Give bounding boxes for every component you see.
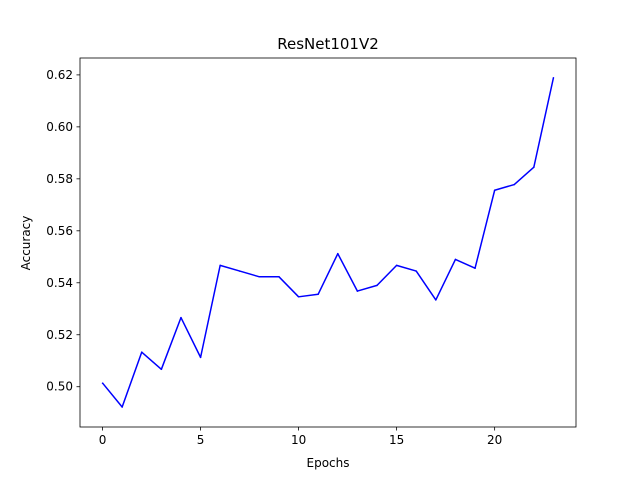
x-axis-label: Epochs <box>307 456 350 470</box>
data-point <box>180 316 182 319</box>
data-point <box>474 267 476 269</box>
y-tick-label: 0.56 <box>46 224 73 238</box>
data-point <box>356 290 359 292</box>
x-tick-label: 20 <box>487 433 502 447</box>
data-point <box>317 293 319 295</box>
data-point <box>454 258 457 261</box>
y-tick-label: 0.52 <box>46 328 73 342</box>
data-point <box>493 189 496 192</box>
data-point <box>278 276 280 278</box>
x-tick-label: 15 <box>389 433 404 447</box>
data-point <box>258 276 261 278</box>
data-point <box>141 351 143 353</box>
data-point <box>297 296 300 298</box>
data-point <box>552 77 555 79</box>
data-point <box>121 406 123 408</box>
data-point <box>219 264 221 267</box>
y-tick-label: 0.50 <box>46 380 73 394</box>
y-axis-label: Accuracy <box>19 216 33 271</box>
y-tick-label: 0.60 <box>46 120 73 134</box>
data-point <box>435 299 437 301</box>
data-point <box>533 166 535 168</box>
data-point <box>513 183 515 186</box>
data-point <box>239 270 241 272</box>
data-point <box>337 252 339 255</box>
data-point <box>199 356 202 359</box>
axes-frame <box>79 57 577 428</box>
data-point <box>415 270 417 272</box>
data-point <box>101 382 104 384</box>
data-point <box>395 264 398 267</box>
data-point <box>376 284 378 287</box>
chart-title: ResNet101V2 <box>277 35 379 53</box>
x-tick-label: 10 <box>291 433 306 447</box>
data-point <box>160 368 163 371</box>
x-tick-label: 0 <box>99 433 107 447</box>
plot-area: 0 5 10 15 20 0.50 0.52 0.54 0.56 0.58 0.60 0.62 <box>46 57 577 447</box>
y-tick-label: 0.62 <box>46 68 73 82</box>
series-line <box>101 77 555 408</box>
x-tick-label: 5 <box>197 433 205 447</box>
y-tick-label: 0.58 <box>46 172 73 186</box>
y-tick-label: 0.54 <box>46 276 73 290</box>
